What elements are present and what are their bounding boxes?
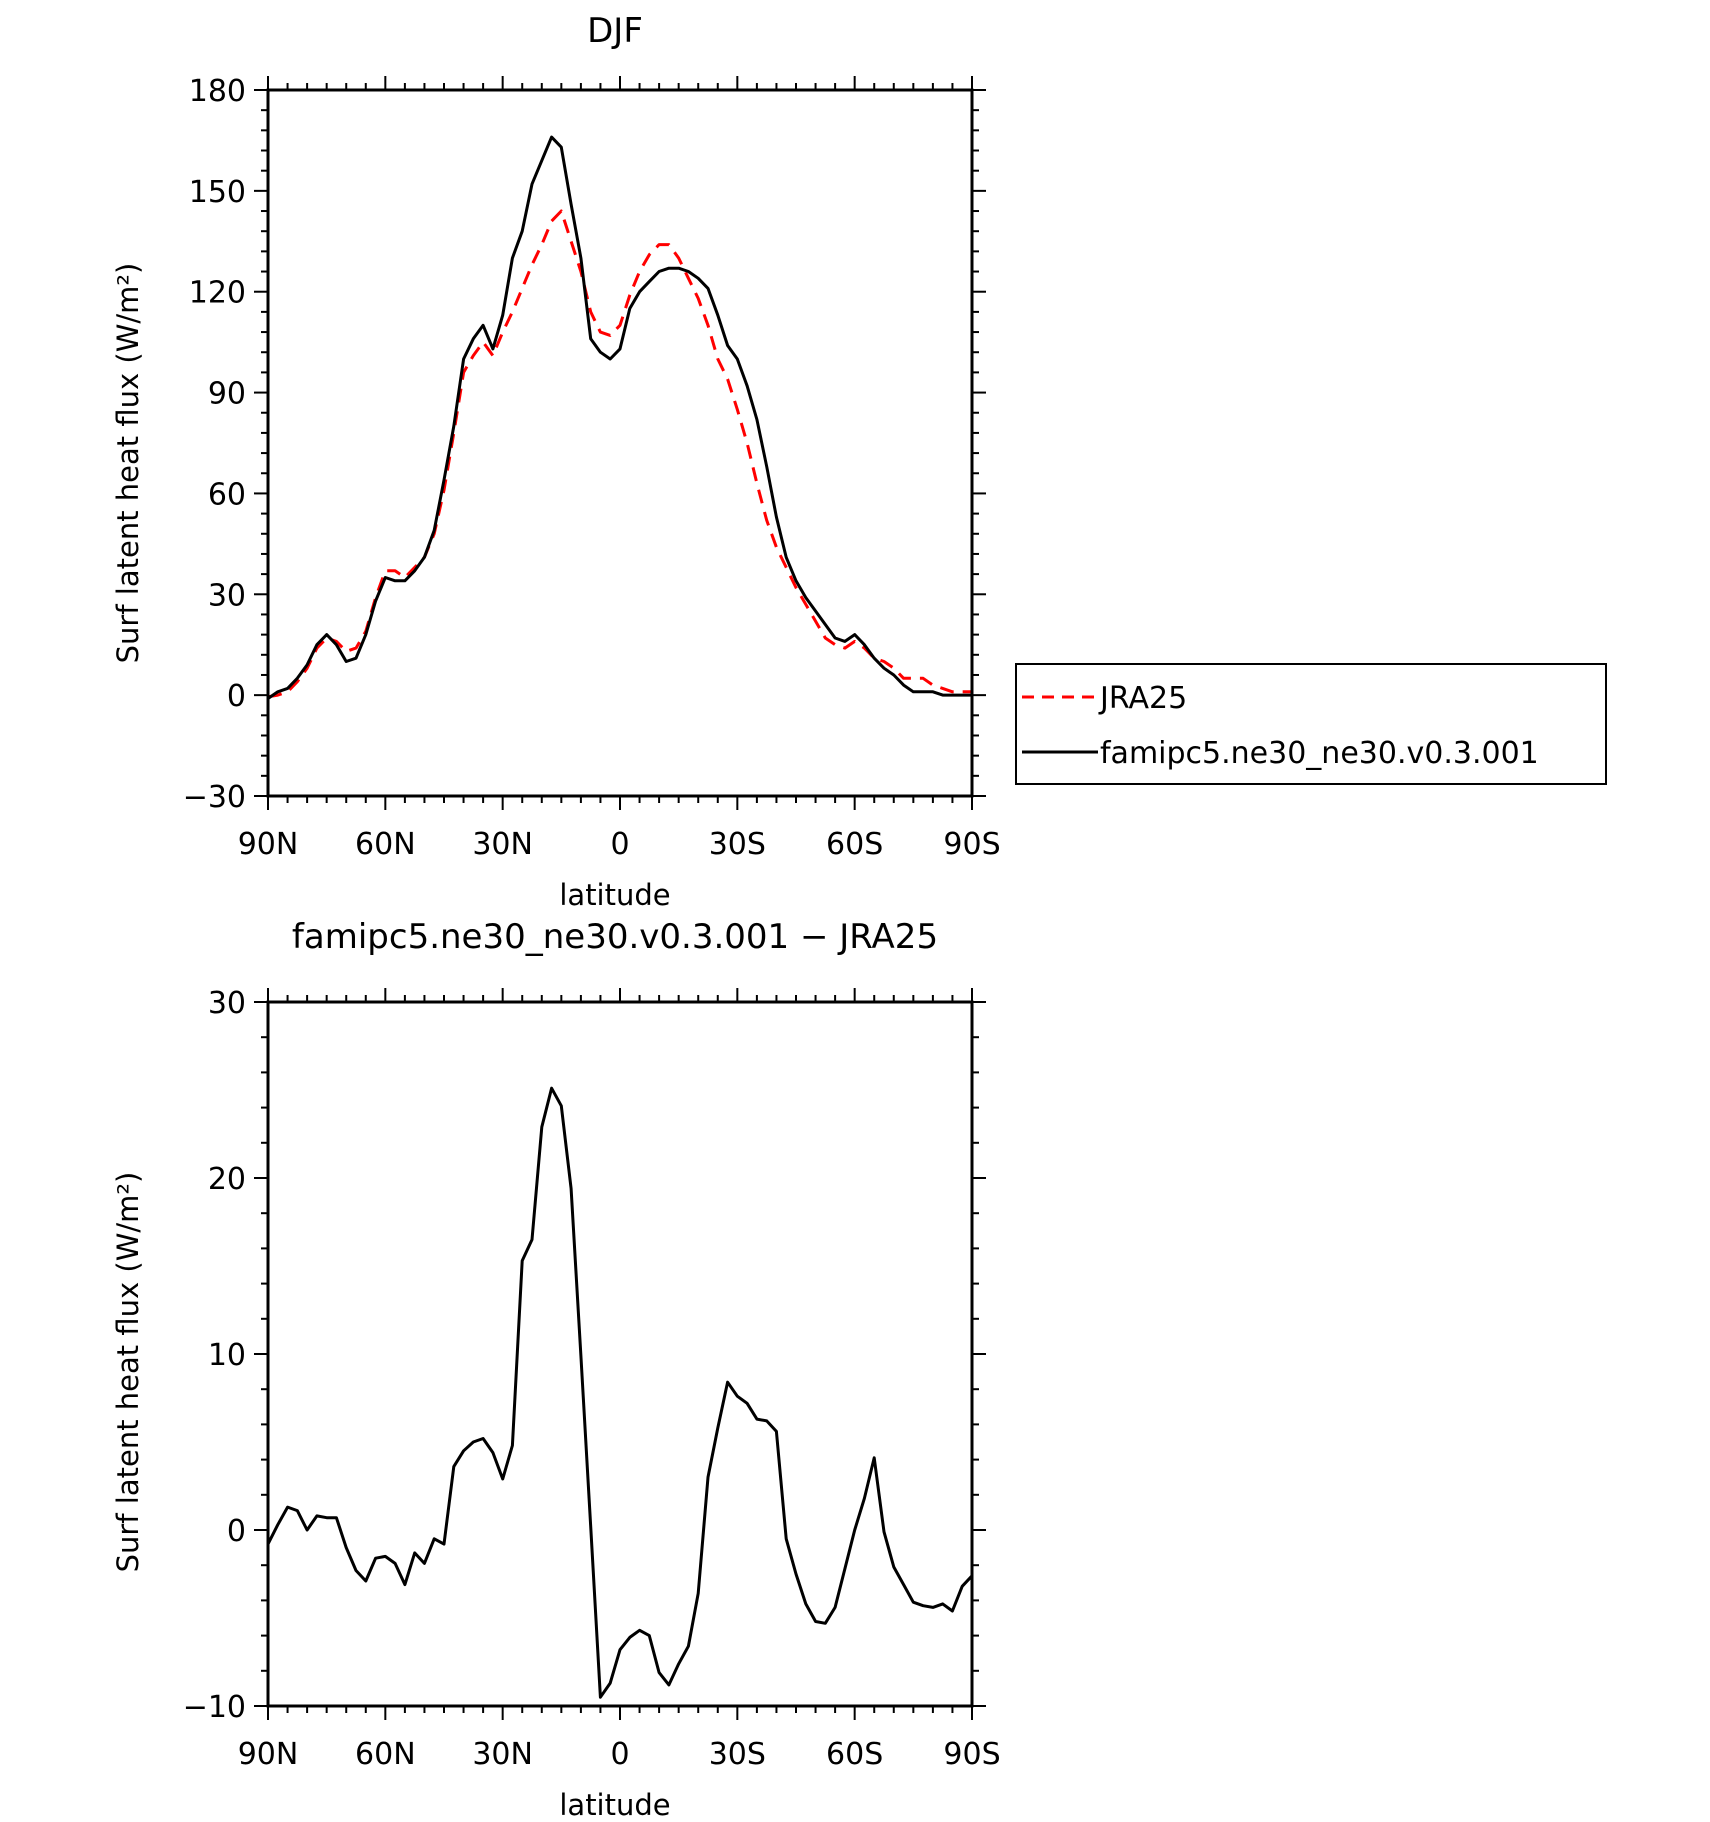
panel-djf-y-tick-label: 60 (208, 477, 246, 512)
panel-difference-x-tick-label: 90S (943, 1737, 1000, 1772)
panel-djf-x-tick-label: 60S (826, 827, 883, 862)
panel-difference-y-tick-label: −10 (183, 1690, 246, 1725)
panel-djf-x-tick-label: 90S (943, 827, 1000, 862)
panel-difference-x-tick-label: 30N (472, 1737, 533, 1772)
panel-difference-y-tick-label: 20 (208, 1162, 246, 1197)
panel-djf-x-tick-label: 30N (472, 827, 533, 862)
panel-djf-x-tick-label: 30S (709, 827, 766, 862)
panel-djf-y-tick-label: 90 (208, 377, 246, 412)
panel-djf-series-layer (267, 135, 972, 700)
panel-difference-y-axis-label: Surf latent heat flux (W/m²) (111, 1172, 145, 1573)
panel-difference-title: famipc5.ne30_ne30.v0.3.001 − JRA25 (292, 917, 938, 957)
panel-djf-y-tick-label: 180 (189, 74, 246, 109)
panel-djf-series-line-famipc5-ne30-ne30-v0-3-001 (267, 135, 972, 700)
panel-difference-y-tick-label: 30 (208, 986, 246, 1021)
panel-difference-x-axis-label: latitude (559, 1788, 670, 1822)
panel-djf-y-tick-label: 120 (189, 276, 246, 311)
legend-label-famipc5: famipc5.ne30_ne30.v0.3.001 (1100, 736, 1539, 771)
legend-box (1015, 663, 1607, 785)
panel-djf-x-tick-label: 0 (610, 827, 629, 862)
panel-difference-x-tick-label: 30S (709, 1737, 766, 1772)
panel-djf-title: DJF (587, 11, 643, 51)
panel-difference-axes: −10 0 10 20 30 90N 60N 30N 0 30S 60S 90S (183, 986, 1001, 1772)
panel-difference-series-line-difference (266, 1086, 974, 1699)
panel-djf-x-axis-label: latitude (559, 878, 670, 912)
panel-difference-y-tick-label: 0 (227, 1514, 246, 1549)
panel-difference-x-tick-label: 90N (238, 1737, 299, 1772)
panel-djf-y-tick-label: 0 (227, 679, 246, 714)
panel-difference-x-tick-label: 60N (355, 1737, 416, 1772)
panel-djf-x-tick-label: 60N (355, 827, 416, 862)
panel-difference-y-tick-label: 10 (208, 1338, 246, 1373)
panel-difference-x-tick-label: 0 (610, 1737, 629, 1772)
panel-djf-y-tick-label: 30 (208, 578, 246, 613)
legend: JRA25 famipc5.ne30_ne30.v0.3.001 (1015, 663, 1607, 785)
panel-djf-axes: −30 0 30 60 90 120 150 180 90N 60N 30N 0 30S 60S 90S (183, 74, 1001, 862)
panel-difference-x-tick-label: 60S (826, 1737, 883, 1772)
legend-label-jra25: JRA25 (1098, 681, 1187, 716)
panel-djf: DJF −30 0 30 60 90 120 150 180 90N 60N 30N 0 30S 60S 9… (111, 11, 1607, 912)
panel-difference-series-layer (266, 1086, 974, 1699)
panel-difference: famipc5.ne30_ne30.v0.3.001 − JRA25 −10 0 1… (111, 917, 1001, 1822)
panel-djf-series-line-jra25 (267, 209, 972, 699)
panel-djf-y-axis-label: Surf latent heat flux (W/m²) (111, 263, 145, 664)
panel-djf-y-tick-label: −30 (183, 780, 246, 815)
panel-djf-y-tick-label: 150 (189, 175, 246, 210)
panel-djf-x-tick-label: 90N (238, 827, 299, 862)
